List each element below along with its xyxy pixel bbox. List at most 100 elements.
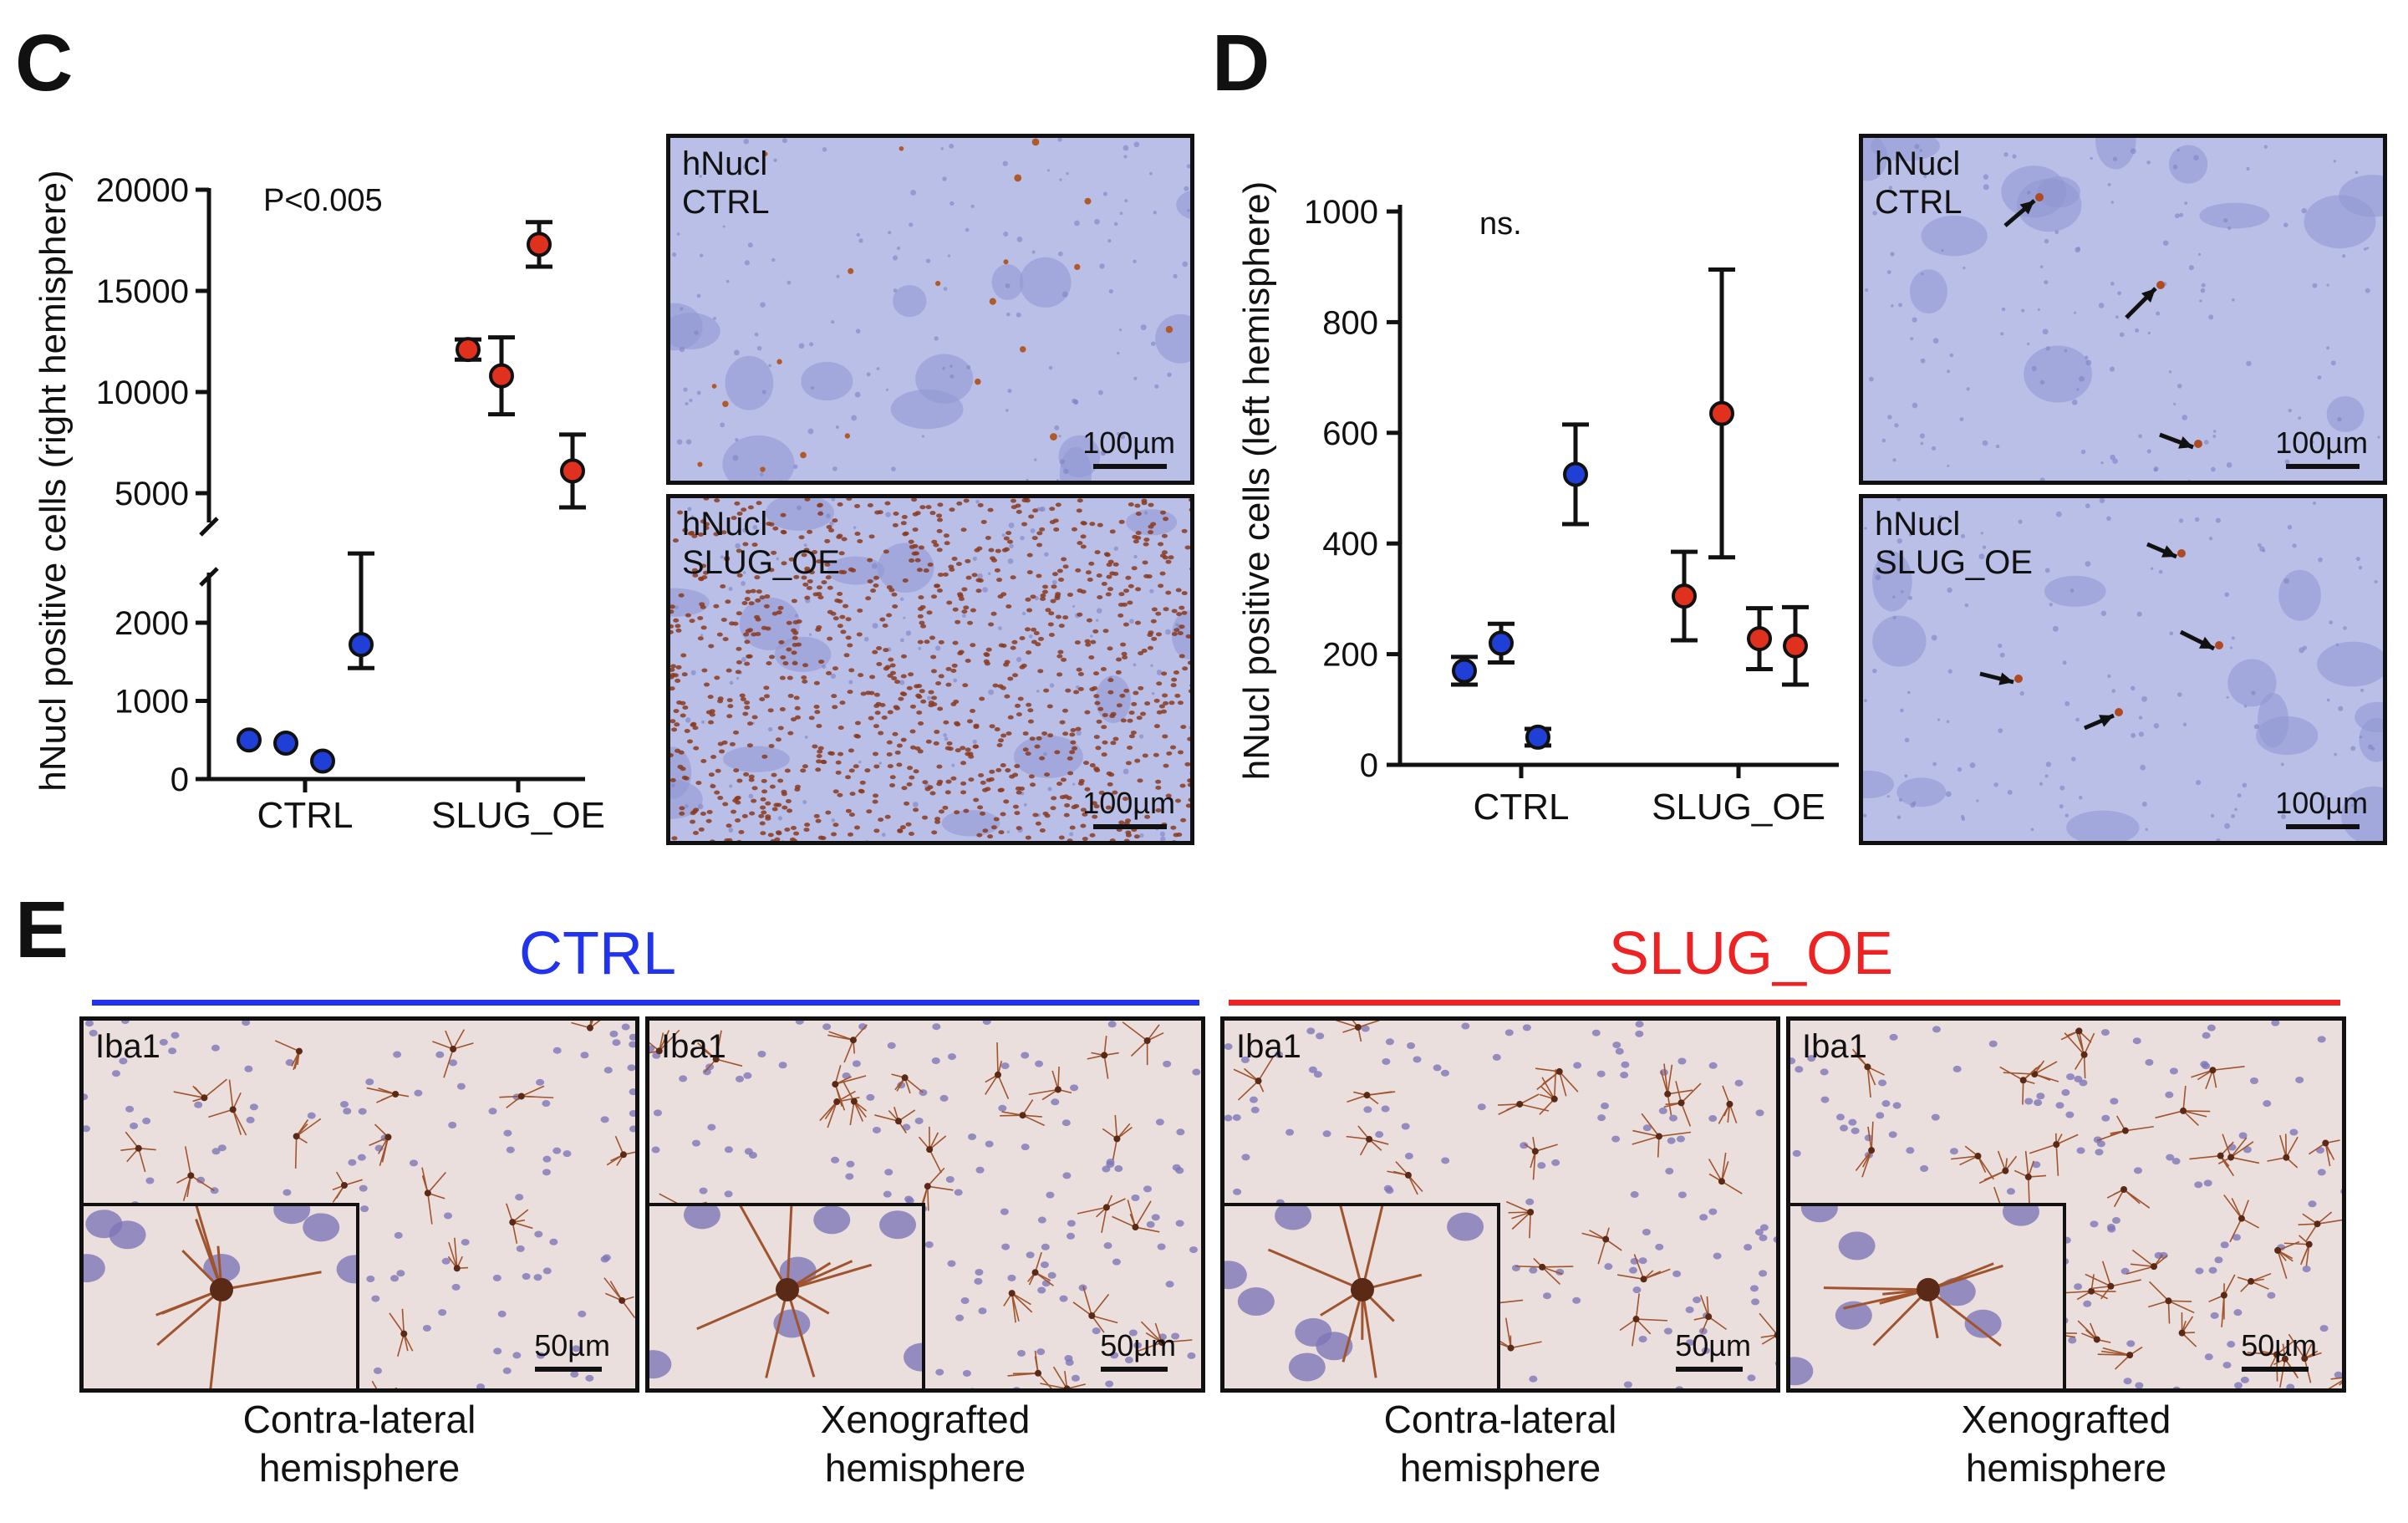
microglia-body <box>894 1118 902 1125</box>
positive-cell <box>1089 687 1096 692</box>
positive-cell <box>867 558 873 563</box>
cell-nucleus <box>735 1075 744 1082</box>
tissue-speck <box>699 175 703 178</box>
microglia-body <box>619 1296 626 1304</box>
positive-cell <box>845 808 852 813</box>
positive-cell <box>956 501 963 506</box>
positive-cell <box>1177 750 1184 755</box>
tissue-speck <box>1140 324 1147 331</box>
positive-cell <box>709 709 715 714</box>
cell-nucleus <box>2090 1220 2099 1228</box>
positive-cell <box>1039 828 1046 833</box>
cell-nucleus <box>1112 1258 1121 1266</box>
positive-cell <box>1021 522 1028 527</box>
micrograph-c-ctrl: hNucl CTRL 100µm <box>666 134 1194 485</box>
cell-nucleus <box>1000 1062 1010 1070</box>
cell-nucleus <box>390 1275 400 1282</box>
positive-cell <box>835 760 842 765</box>
tissue-speck <box>896 246 900 250</box>
cell-nucleus <box>1026 1251 1035 1259</box>
positive-cell <box>1159 510 1166 515</box>
cell-nucleus <box>1876 1112 1885 1119</box>
cell-nucleus <box>422 1324 431 1332</box>
positive-cell <box>837 624 843 629</box>
tissue-speck <box>2243 705 2248 708</box>
positive-cell <box>876 645 883 650</box>
positive-cell <box>963 605 970 610</box>
tissue-speck <box>2251 690 2256 695</box>
microglia-process <box>2123 1189 2151 1209</box>
positive-cell <box>735 818 741 823</box>
cell-nucleus <box>1628 1266 1637 1274</box>
positive-cell <box>786 647 792 652</box>
cell-nucleus <box>1128 1329 1138 1337</box>
cell-nucleus <box>451 1283 461 1291</box>
positive-cell <box>989 769 995 774</box>
positive-cell <box>794 705 801 711</box>
positive-cell <box>974 548 980 553</box>
positive-cell <box>744 705 751 711</box>
positive-cell <box>748 601 755 606</box>
positive-cell <box>898 696 904 701</box>
microglia-process <box>1708 1159 1723 1182</box>
cell-nucleus <box>1241 1154 1250 1161</box>
positive-cell <box>1061 657 1067 662</box>
tissue-speck <box>1074 220 1080 227</box>
positive-cell <box>943 720 949 725</box>
tissue-speck <box>2071 399 2078 405</box>
chart-c-xlabel-ctrl: CTRL <box>257 795 354 836</box>
cell-nucleus <box>249 1103 258 1111</box>
cell-nucleus <box>365 1078 374 1086</box>
positive-cell <box>771 807 778 812</box>
tissue-speck <box>1031 250 1036 254</box>
microglia-body <box>187 1172 195 1179</box>
microglia-process <box>1082 1286 1093 1317</box>
tissue-speck <box>1969 762 1976 768</box>
microglia-body <box>1539 1263 1546 1271</box>
cell-nucleus <box>914 1117 924 1124</box>
microglia-body <box>1864 1063 1871 1071</box>
positive-cell <box>1071 527 1077 532</box>
positive-cell <box>970 708 976 713</box>
tissue-speck <box>1892 615 1896 619</box>
positive-cell <box>1121 602 1128 607</box>
microglia-body <box>2344 1373 2346 1380</box>
positive-cell <box>690 819 696 824</box>
tissue-speck <box>1910 337 1914 341</box>
tissue-speck <box>1998 643 2003 649</box>
positive-cell <box>673 618 680 623</box>
tissue-speck <box>2213 430 2217 433</box>
cell-nucleus <box>1019 257 1072 308</box>
positive-cell <box>908 831 914 836</box>
cell-nucleus <box>1441 1157 1450 1164</box>
microglia-process <box>787 1260 853 1291</box>
positive-cell <box>950 776 957 781</box>
tissue-speck <box>831 320 835 324</box>
tissue-speck <box>1993 782 1998 787</box>
tissue-speck <box>793 464 798 469</box>
micrograph-label: hNucl CTRL <box>1875 145 1963 221</box>
positive-cell <box>690 722 696 727</box>
tissue-speck <box>2359 736 2363 739</box>
microglia-body <box>2019 1077 2027 1084</box>
positive-cell <box>1005 731 1012 736</box>
cell-nucleus <box>2326 396 2365 433</box>
positive-cell <box>734 501 741 506</box>
positive-cell <box>848 567 854 572</box>
positive-cell <box>1053 843 1059 845</box>
microglia-process <box>1558 1071 1567 1097</box>
cell-nucleus <box>533 1274 542 1281</box>
tissue-speck <box>804 736 808 739</box>
microglia-body <box>2126 1352 2134 1359</box>
positive-cell <box>899 145 904 151</box>
positive-cell <box>1053 527 1060 532</box>
positive-cell <box>886 585 893 590</box>
microglia-body <box>517 1093 525 1100</box>
positive-cell <box>979 696 985 701</box>
tissue-speck <box>2141 695 2148 702</box>
cell-nucleus <box>1021 1052 1030 1059</box>
tissue-speck <box>1020 535 1025 541</box>
microglia-process <box>2223 1194 2243 1220</box>
positive-cell <box>933 741 939 746</box>
positive-cell <box>901 514 908 519</box>
